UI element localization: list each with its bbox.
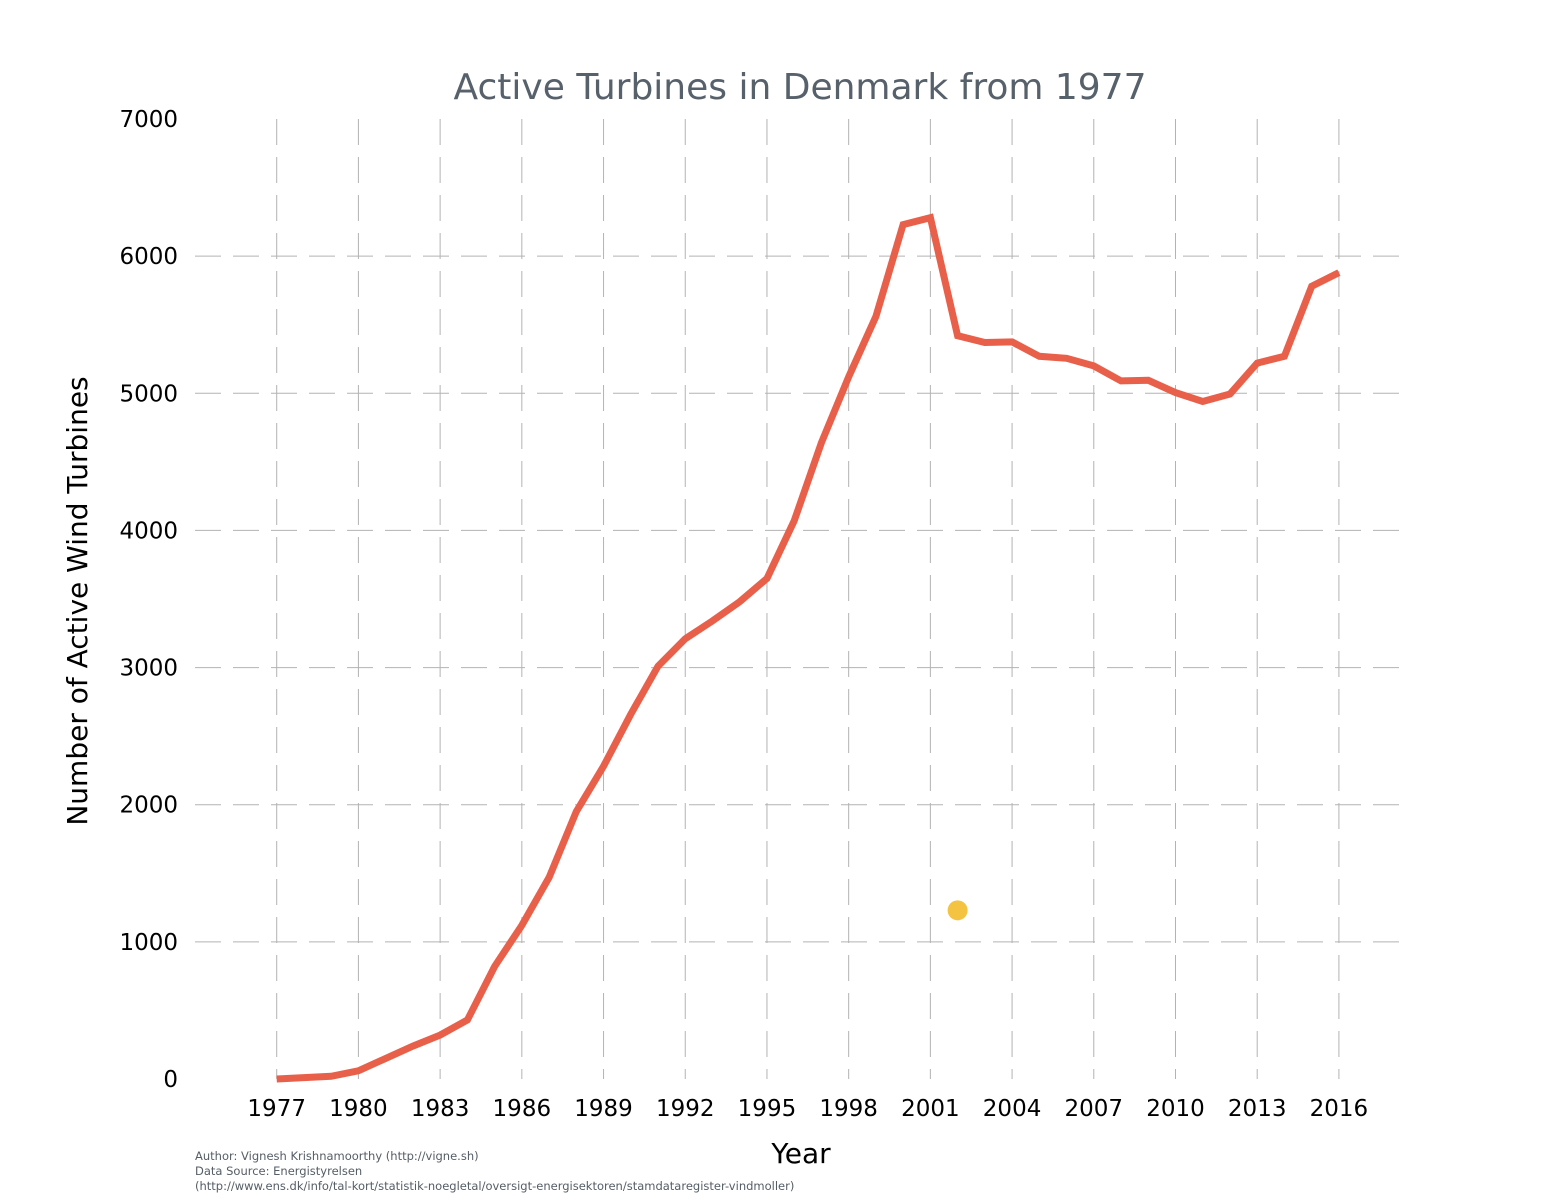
y-tick-label: 3000 <box>119 656 178 682</box>
x-tick-label: 2004 <box>983 1096 1042 1122</box>
footnote: Author: Vignesh Krishnamoorthy (http://v… <box>195 1149 794 1194</box>
x-tick-label: 2007 <box>1065 1096 1124 1122</box>
y-tick-label: 4000 <box>119 518 178 544</box>
y-tick-label: 5000 <box>119 381 178 407</box>
x-tick-label: 1986 <box>493 1096 552 1122</box>
x-axis-label: Year <box>770 1137 831 1170</box>
y-tick-label: 6000 <box>119 244 178 270</box>
x-tick-label: 1995 <box>738 1096 797 1122</box>
footnote-url: (http://www.ens.dk/info/tal-kort/statist… <box>195 1179 795 1193</box>
highlight-point <box>947 900 968 921</box>
y-tick-label: 0 <box>163 1067 178 1093</box>
x-tick-label: 1989 <box>574 1096 633 1122</box>
x-tick-label: 1998 <box>819 1096 878 1122</box>
x-tick-label: 2013 <box>1228 1096 1287 1122</box>
y-tick-label: 2000 <box>119 793 178 819</box>
y-tick-label: 1000 <box>119 930 178 956</box>
series-layer <box>276 213 1341 1083</box>
series-line <box>276 213 1341 1083</box>
x-tick-label: 2010 <box>1146 1096 1205 1122</box>
grid <box>195 119 1407 1079</box>
footnote-author: Author: Vignesh Krishnamoorthy (http://v… <box>195 1149 479 1163</box>
y-axis-label: Number of Active Wind Turbines <box>61 376 94 825</box>
footnote-source: Data Source: Energistyrelsen <box>195 1164 363 1178</box>
x-tick-label: 2001 <box>901 1096 960 1122</box>
x-tick-label: 1980 <box>329 1096 388 1122</box>
y-tick-label: 7000 <box>119 107 178 133</box>
x-tick-label: 1983 <box>411 1096 470 1122</box>
x-tick-label: 2016 <box>1310 1096 1369 1122</box>
x-tick-label: 1977 <box>247 1096 306 1122</box>
x-tick-label: 1992 <box>656 1096 715 1122</box>
tick-labels: 1977 1980 1983 1986 1989 1992 1995 1998 2001 2004… <box>119 107 1368 1122</box>
chart-title: Active Turbines in Denmark from 1977 <box>454 67 1147 108</box>
